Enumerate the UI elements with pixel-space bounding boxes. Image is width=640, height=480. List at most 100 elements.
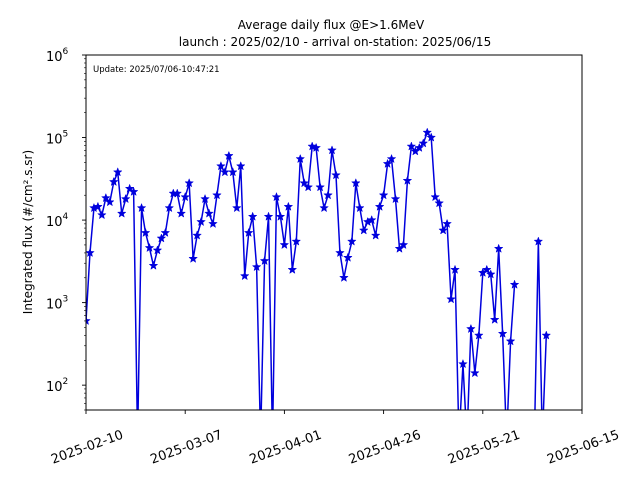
data-point — [279, 239, 290, 250]
y-tick-label: 105 — [46, 130, 68, 148]
data-point — [152, 245, 163, 255]
data-point — [212, 190, 222, 200]
data-point — [128, 186, 139, 196]
data-point — [172, 188, 183, 198]
data-point — [97, 209, 107, 220]
data-point — [295, 153, 306, 164]
y-axis-label: Integrated flux (#/cm².s.sr) — [21, 150, 35, 314]
x-tick-label: 2025-04-01 — [248, 428, 324, 468]
data-point — [390, 193, 401, 204]
data-point — [192, 230, 202, 240]
data-point — [303, 182, 314, 192]
data-point — [430, 191, 441, 202]
x-axis: 2025-02-10 2025-03-07 2025-04-01 2025-04-26… — [49, 410, 621, 468]
data-point — [481, 264, 492, 274]
data-point — [497, 328, 508, 338]
data-point — [259, 255, 270, 266]
data-point — [469, 367, 480, 378]
chart-title-line-2: launch : 2025/02/10 - arrival on-station… — [179, 35, 491, 49]
data-point — [315, 182, 325, 192]
data-point — [176, 208, 187, 218]
data-point — [263, 211, 274, 221]
y-tick-label: 104 — [46, 212, 69, 230]
data-point — [271, 191, 282, 202]
data-point — [291, 236, 302, 246]
data-point — [402, 175, 413, 185]
data-point — [323, 190, 333, 200]
data-point — [120, 193, 131, 204]
data-point — [370, 230, 381, 240]
data-point — [327, 145, 337, 155]
x-tick-label: 2025-03-07 — [148, 428, 224, 468]
data-point — [366, 214, 377, 225]
data-point — [350, 178, 361, 188]
data-point — [406, 141, 417, 151]
data-point — [505, 336, 516, 346]
data-point — [227, 167, 238, 177]
data-point — [374, 201, 385, 211]
data-point — [251, 261, 262, 272]
update-annotation: Update: 2025/07/06-10:47:21 — [93, 65, 220, 75]
data-point — [473, 330, 484, 340]
data-point — [343, 252, 353, 262]
y-tick-label: 103 — [46, 295, 68, 313]
data-point — [382, 158, 393, 168]
data-point — [418, 138, 429, 148]
data-point — [331, 170, 341, 180]
data-point — [200, 193, 210, 204]
data-point — [247, 211, 258, 221]
data-point — [239, 270, 250, 281]
data-point — [160, 227, 171, 237]
data-point — [541, 330, 552, 340]
data-point — [283, 201, 294, 211]
data-point — [426, 132, 437, 142]
data-point — [450, 264, 460, 274]
data-point — [339, 272, 349, 282]
data-point — [438, 225, 448, 235]
x-tick-label: 2025-02-10 — [49, 428, 125, 468]
data-point — [299, 178, 310, 188]
data-point — [235, 161, 246, 171]
data-point — [509, 279, 520, 289]
data-point — [231, 202, 242, 213]
data-point — [164, 202, 175, 213]
data-point — [378, 190, 389, 200]
data-point — [223, 150, 234, 160]
data-point — [414, 142, 425, 152]
data-point — [287, 264, 298, 274]
data-point — [493, 243, 504, 253]
x-tick-label: 2025-04-26 — [347, 428, 423, 468]
data-point — [116, 208, 127, 218]
x-tick-label: 2025-05-21 — [446, 428, 522, 468]
data-point — [275, 211, 286, 221]
data-point — [180, 191, 191, 202]
plot-area — [86, 55, 582, 410]
y-axis: 102 103 104 105 106 — [46, 47, 86, 411]
data-point — [422, 127, 433, 137]
data-point — [311, 142, 322, 152]
data-point — [446, 294, 456, 304]
data-point — [112, 167, 123, 177]
data-point — [358, 225, 369, 235]
data-point — [148, 260, 159, 270]
data-point — [458, 358, 468, 369]
data-point — [93, 201, 103, 211]
data-point — [188, 253, 198, 263]
series-layer — [86, 127, 552, 410]
data-point — [140, 227, 151, 237]
data-point — [204, 208, 214, 218]
data-point — [220, 167, 230, 177]
data-point — [184, 178, 195, 188]
data-point — [335, 247, 345, 258]
data-point — [156, 233, 167, 243]
y-tick-label: 106 — [46, 47, 69, 65]
data-point — [489, 314, 500, 324]
data-point — [485, 269, 496, 279]
data-point — [144, 242, 155, 253]
data-point — [319, 202, 329, 213]
data-point — [398, 239, 409, 250]
data-point — [243, 227, 254, 237]
data-point — [216, 161, 226, 171]
data-point — [104, 197, 115, 207]
